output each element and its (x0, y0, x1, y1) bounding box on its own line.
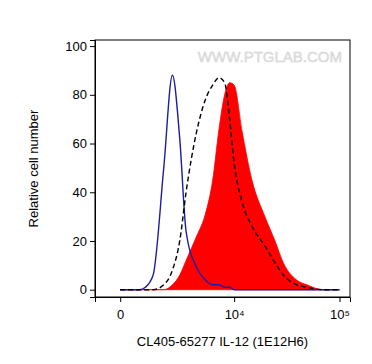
y-tick-mark (90, 144, 95, 145)
x-axis: 0 10⁴ 10⁵ (96, 297, 351, 322)
y-axis: 0 20 40 60 80 100 (65, 39, 95, 298)
y-tick-label: 0 (80, 282, 87, 297)
y-tick-label: 80 (73, 87, 87, 102)
y-tick-mark (90, 192, 95, 193)
x-tick: 10⁴ (225, 297, 245, 322)
y-tick: 60 (73, 136, 95, 151)
y-tick: 40 (73, 185, 95, 200)
y-tick-label: 20 (73, 234, 87, 249)
y-tick-mark (90, 95, 95, 96)
x-tick: 0 (117, 297, 124, 322)
histogram-area (120, 83, 339, 290)
x-tick-label: 0 (117, 307, 124, 322)
y-tick-mark (90, 241, 95, 242)
y-tick: 0 (80, 282, 95, 297)
x-tick-label: 10⁵ (330, 307, 350, 322)
y-tick-mark (90, 290, 95, 291)
x-tick-mark (234, 297, 235, 302)
y-tick: 80 (73, 87, 95, 102)
y-tick-label: 60 (73, 136, 87, 151)
histogram-line (120, 78, 339, 290)
y-axis-line (90, 41, 96, 298)
x-tick-mark (339, 297, 340, 302)
y-axis-title: Relative cell number (26, 109, 41, 227)
plot-frame (95, 40, 350, 297)
y-tick-mark (90, 46, 95, 47)
plot-area (120, 75, 339, 289)
x-axis-title: CL405-65277 IL-12 (1E12H6) (137, 334, 308, 349)
watermark: WWW.PTGLAB.COM (198, 48, 342, 65)
x-tick-mark (120, 297, 121, 302)
chart: WWW.PTGLAB.COM 0 10⁴ 10⁵ 0 20 40 60 80 100 CL405-6… (0, 0, 372, 364)
x-axis-line (96, 298, 351, 303)
x-tick: 10⁵ (330, 297, 350, 322)
y-tick: 100 (65, 39, 95, 54)
x-tick-label: 10⁴ (225, 307, 245, 322)
y-tick: 20 (73, 234, 95, 249)
y-tick-label: 40 (73, 185, 87, 200)
y-tick-label: 100 (65, 39, 87, 54)
histogram-line (120, 75, 339, 289)
